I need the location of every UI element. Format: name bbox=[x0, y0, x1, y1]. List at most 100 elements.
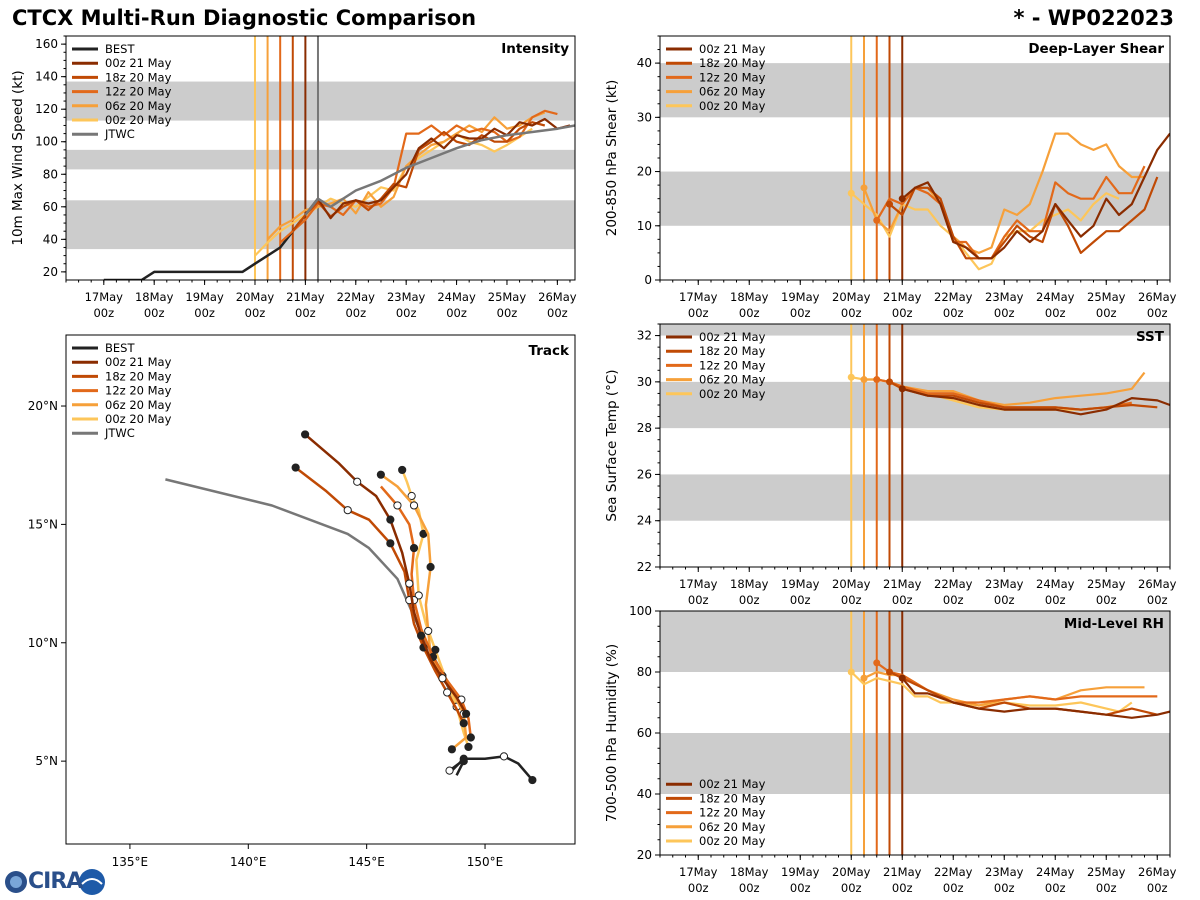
y-tick-label: 20 bbox=[637, 848, 652, 862]
legend-label-12z-20-may: 12z 20 May bbox=[699, 806, 766, 820]
y-tick-label: 0 bbox=[644, 273, 652, 287]
track-point-marker bbox=[461, 709, 471, 718]
legend-label-best: BEST bbox=[105, 341, 135, 355]
cira-logo-text: CIRA bbox=[28, 869, 83, 894]
legend-label-00z-21-may: 00z 21 May bbox=[105, 56, 172, 70]
x-tick-label-day: 23May bbox=[985, 865, 1024, 879]
x-tick-label-hour: 00z bbox=[396, 306, 417, 320]
x-tick-label-day: 26May bbox=[1138, 290, 1177, 304]
series-line-00z-21-may bbox=[304, 117, 571, 220]
y-axis-label: 700-500 hPa Humidity (%) bbox=[604, 644, 620, 822]
series-start-marker bbox=[860, 184, 868, 192]
legend-label-00z-20-may: 00z 20 May bbox=[105, 412, 172, 426]
x-tick-label-day: 20May bbox=[832, 290, 871, 304]
y-tick-label: 32 bbox=[637, 329, 652, 343]
cira-logo-icon bbox=[5, 869, 105, 895]
legend-label-18z-20-may: 18z 20 May bbox=[105, 70, 172, 84]
track-point-marker bbox=[386, 515, 395, 524]
track-point-marker bbox=[431, 645, 440, 654]
panel-intensity: 20 40 60 80 100 120 140 160 17May 00z 18May 00z 19Ma… bbox=[10, 35, 577, 320]
x-tick-label-hour: 00z bbox=[194, 306, 215, 320]
x-tick-label-hour: 00z bbox=[497, 306, 518, 320]
track-point-marker bbox=[353, 477, 362, 486]
lon-tick-label: 150°E bbox=[467, 855, 504, 869]
lat-tick-label: 15°N bbox=[28, 517, 58, 531]
series-line-00z-20-may bbox=[850, 192, 1120, 271]
storm-id: * - WP022023 bbox=[1013, 6, 1174, 30]
legend-label-06z-20-may: 06z 20 May bbox=[105, 99, 172, 113]
panel-rh: 20 40 60 80 100 17May 00z 18May 00z 19May 00z 20May… bbox=[604, 604, 1177, 895]
series-line-00z-21-may bbox=[901, 132, 1170, 260]
panel-track: 135°E 140°E 145°E 150°E 5°N 10°N 15°N 20°N Track… bbox=[28, 334, 576, 869]
x-tick-label-hour: 00z bbox=[841, 593, 862, 607]
y-tick-label: 40 bbox=[637, 56, 652, 70]
x-tick-label-day: 17May bbox=[679, 865, 718, 879]
x-tick-label-hour: 00z bbox=[841, 881, 862, 895]
y-tick-label: 80 bbox=[43, 167, 58, 181]
x-tick-label-day: 23May bbox=[985, 577, 1024, 591]
x-tick-label-day: 23May bbox=[387, 290, 426, 304]
shaded-band bbox=[66, 149, 575, 170]
x-tick-label-hour: 00z bbox=[943, 306, 964, 320]
x-tick-label-hour: 00z bbox=[1045, 881, 1066, 895]
shaded-band bbox=[660, 611, 1170, 672]
track-point-marker bbox=[445, 766, 454, 775]
x-tick-label-hour: 00z bbox=[790, 593, 811, 607]
y-tick-label: 22 bbox=[637, 560, 652, 574]
x-tick-label-day: 25May bbox=[1087, 865, 1126, 879]
track-point-marker bbox=[528, 775, 537, 785]
track-point-marker bbox=[376, 470, 385, 479]
x-tick-label-hour: 00z bbox=[790, 306, 811, 320]
x-tick-label-hour: 00z bbox=[790, 881, 811, 895]
shaded-band bbox=[660, 733, 1170, 794]
series-line-12z-20-may bbox=[875, 165, 1146, 260]
x-tick-label-day: 17May bbox=[679, 577, 718, 591]
x-tick-label-hour: 00z bbox=[547, 306, 568, 320]
x-tick-label-hour: 00z bbox=[739, 306, 760, 320]
x-tick-label-hour: 00z bbox=[994, 306, 1015, 320]
legend-label-06z-20-may: 06z 20 May bbox=[699, 85, 766, 99]
x-tick-label-hour: 00z bbox=[688, 881, 709, 895]
x-tick-label-day: 21May bbox=[883, 290, 922, 304]
y-tick-label: 26 bbox=[637, 467, 652, 481]
x-tick-label-day: 24May bbox=[437, 290, 476, 304]
x-tick-label-hour: 00z bbox=[994, 881, 1015, 895]
legend-label-12z-20-may: 12z 20 May bbox=[105, 85, 172, 99]
page-title: CTCX Multi-Run Diagnostic Comparison bbox=[12, 6, 477, 30]
x-tick-label-day: 19May bbox=[781, 577, 820, 591]
panel-title: Deep-Layer Shear bbox=[1028, 41, 1164, 57]
x-tick-label-day: 25May bbox=[1087, 290, 1126, 304]
y-tick-label: 60 bbox=[43, 200, 58, 214]
y-axis-label: Sea Surface Temp (°C) bbox=[604, 369, 620, 521]
panel-title: Intensity bbox=[501, 41, 569, 57]
x-tick-label-hour: 00z bbox=[688, 593, 709, 607]
track-point-marker bbox=[459, 757, 468, 766]
x-tick-label-hour: 00z bbox=[892, 881, 913, 895]
y-tick-label: 120 bbox=[35, 102, 58, 116]
series-line-12z-20-may bbox=[279, 109, 558, 244]
x-tick-label-day: 20May bbox=[832, 865, 871, 879]
track-point-marker bbox=[443, 688, 452, 697]
track-series-group bbox=[165, 430, 537, 785]
x-tick-label-day: 22May bbox=[934, 865, 973, 879]
legend-label-00z-21-may: 00z 21 May bbox=[699, 777, 766, 791]
series-start-marker bbox=[860, 674, 868, 682]
x-tick-label-day: 18May bbox=[730, 865, 769, 879]
series-start-marker bbox=[886, 200, 893, 208]
x-tick-label-day: 20May bbox=[832, 577, 871, 591]
lat-tick-label: 20°N bbox=[28, 399, 58, 413]
x-tick-label-hour: 00z bbox=[739, 881, 760, 895]
track-point-marker bbox=[447, 745, 456, 754]
x-tick-label-hour: 00z bbox=[295, 306, 316, 320]
series-start-marker bbox=[898, 195, 906, 203]
panel-shear: 0 10 20 30 40 17May 00z 18May 00z 19May 00z 20May 00… bbox=[604, 35, 1177, 320]
x-tick-label-day: 26May bbox=[1138, 865, 1177, 879]
series-group bbox=[847, 132, 1170, 271]
legend-label-00z-20-may: 00z 20 May bbox=[699, 834, 766, 848]
y-tick-label: 80 bbox=[637, 665, 652, 679]
shaded-band bbox=[66, 200, 575, 250]
y-tick-label: 100 bbox=[35, 135, 58, 149]
